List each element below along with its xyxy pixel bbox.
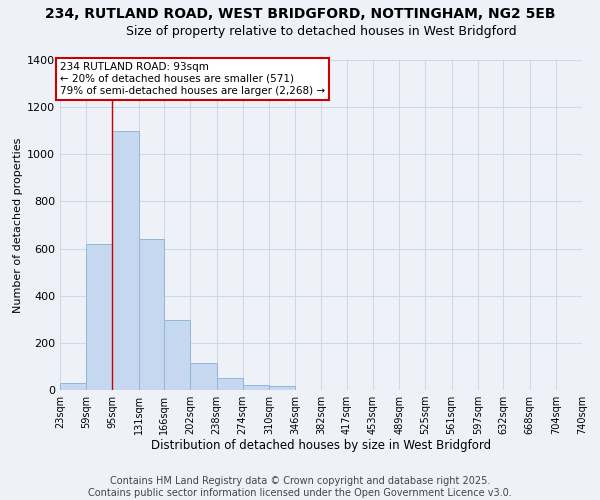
Bar (139, 239, 164, 390)
X-axis label: Distribution of detached houses by size in West Bridgford: Distribution of detached houses by size … (151, 438, 491, 452)
Bar (60, 383, 86, 390)
Y-axis label: Number of detached properties: Number of detached properties (13, 138, 23, 312)
Text: 234 RUTLAND ROAD: 93sqm
← 20% of detached houses are smaller (571)
79% of semi-d: 234 RUTLAND ROAD: 93sqm ← 20% of detache… (60, 62, 325, 96)
Bar (86, 244, 112, 390)
Text: 234, RUTLAND ROAD, WEST BRIDGFORD, NOTTINGHAM, NG2 5EB: 234, RUTLAND ROAD, WEST BRIDGFORD, NOTTI… (45, 8, 555, 22)
Bar (243, 386, 269, 390)
Bar (164, 320, 190, 390)
Bar (190, 363, 217, 390)
Title: Size of property relative to detached houses in West Bridgford: Size of property relative to detached ho… (125, 25, 517, 38)
Bar (112, 130, 139, 390)
Bar (217, 378, 243, 390)
Text: Contains HM Land Registry data © Crown copyright and database right 2025.
Contai: Contains HM Land Registry data © Crown c… (88, 476, 512, 498)
Bar (269, 386, 295, 390)
